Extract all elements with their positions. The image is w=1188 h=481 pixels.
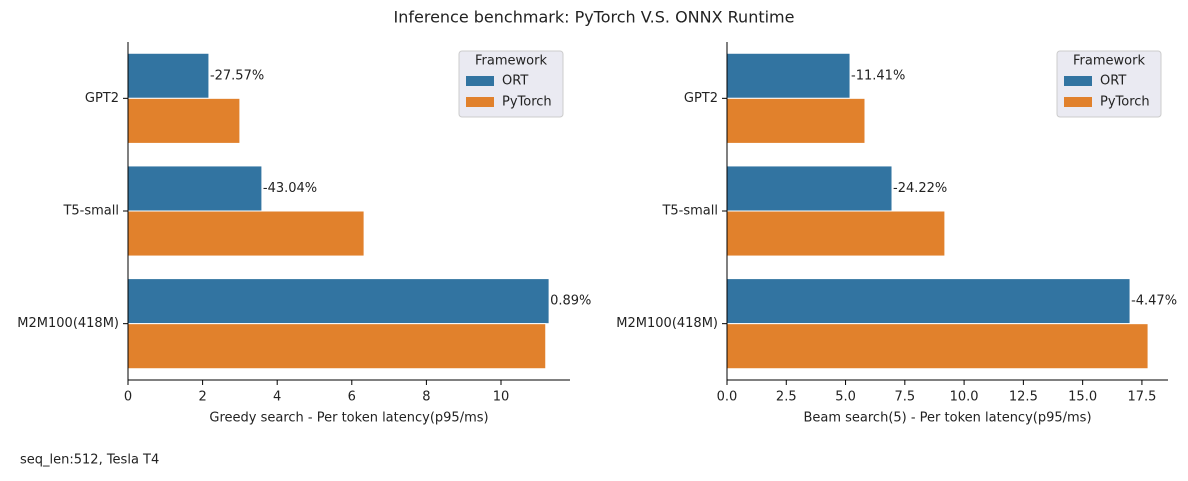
x-tick-label: 2.5 <box>776 390 797 405</box>
legend-swatch <box>1064 97 1092 107</box>
x-tick-label: 10.0 <box>950 390 979 405</box>
x-tick-label: 0 <box>124 390 132 405</box>
bar <box>726 210 946 257</box>
annotation: -4.47% <box>1131 294 1177 309</box>
annotation: -11.41% <box>851 68 905 83</box>
y-tick-label: M2M100(418M) <box>616 316 718 331</box>
legend-swatch <box>466 76 494 86</box>
legend-title: Framework <box>475 54 547 69</box>
y-tick-label: M2M100(418M) <box>17 316 119 331</box>
footnote: seq_len:512, Tesla T4 <box>20 453 159 468</box>
annotation: -24.22% <box>893 181 947 196</box>
legend-title: Framework <box>1073 54 1145 69</box>
legend-swatch <box>466 97 494 107</box>
bar <box>127 97 241 144</box>
bar <box>726 97 866 144</box>
bar <box>726 52 851 99</box>
y-tick-label: GPT2 <box>85 91 119 106</box>
x-tick-label: 6 <box>348 390 356 405</box>
x-axis-label: Beam search(5) - Per token latency(p95/m… <box>803 411 1091 426</box>
legend-label: PyTorch <box>502 95 552 110</box>
x-tick-label: 0.0 <box>717 390 738 405</box>
bar <box>127 165 263 212</box>
legend-label: ORT <box>1100 74 1126 89</box>
figure-title: Inference benchmark: PyTorch V.S. ONNX R… <box>394 8 795 27</box>
bar <box>127 278 550 325</box>
x-tick-label: 17.5 <box>1127 390 1156 405</box>
y-tick-label: T5-small <box>62 204 119 219</box>
bar <box>726 278 1131 325</box>
bar <box>127 210 365 257</box>
x-axis-label: Greedy search - Per token latency(p95/ms… <box>209 411 488 426</box>
x-tick-label: 12.5 <box>1009 390 1038 405</box>
legend-label: PyTorch <box>1100 95 1150 110</box>
x-tick-label: 15.0 <box>1068 390 1097 405</box>
x-tick-label: 2 <box>198 390 206 405</box>
bar <box>127 52 210 99</box>
y-tick-label: GPT2 <box>684 91 718 106</box>
annotation: -43.04% <box>263 181 317 196</box>
x-tick-label: 7.5 <box>894 390 915 405</box>
x-tick-label: 4 <box>273 390 281 405</box>
bar <box>127 323 547 370</box>
annotation: -27.57% <box>210 68 264 83</box>
legend-swatch <box>1064 76 1092 86</box>
x-tick-label: 8 <box>422 390 430 405</box>
x-tick-label: 10 <box>493 390 510 405</box>
bar <box>726 165 893 212</box>
x-tick-label: 5.0 <box>835 390 856 405</box>
y-tick-label: T5-small <box>661 204 718 219</box>
bar <box>726 323 1149 370</box>
annotation: 0.89% <box>550 294 591 309</box>
legend-label: ORT <box>502 74 528 89</box>
